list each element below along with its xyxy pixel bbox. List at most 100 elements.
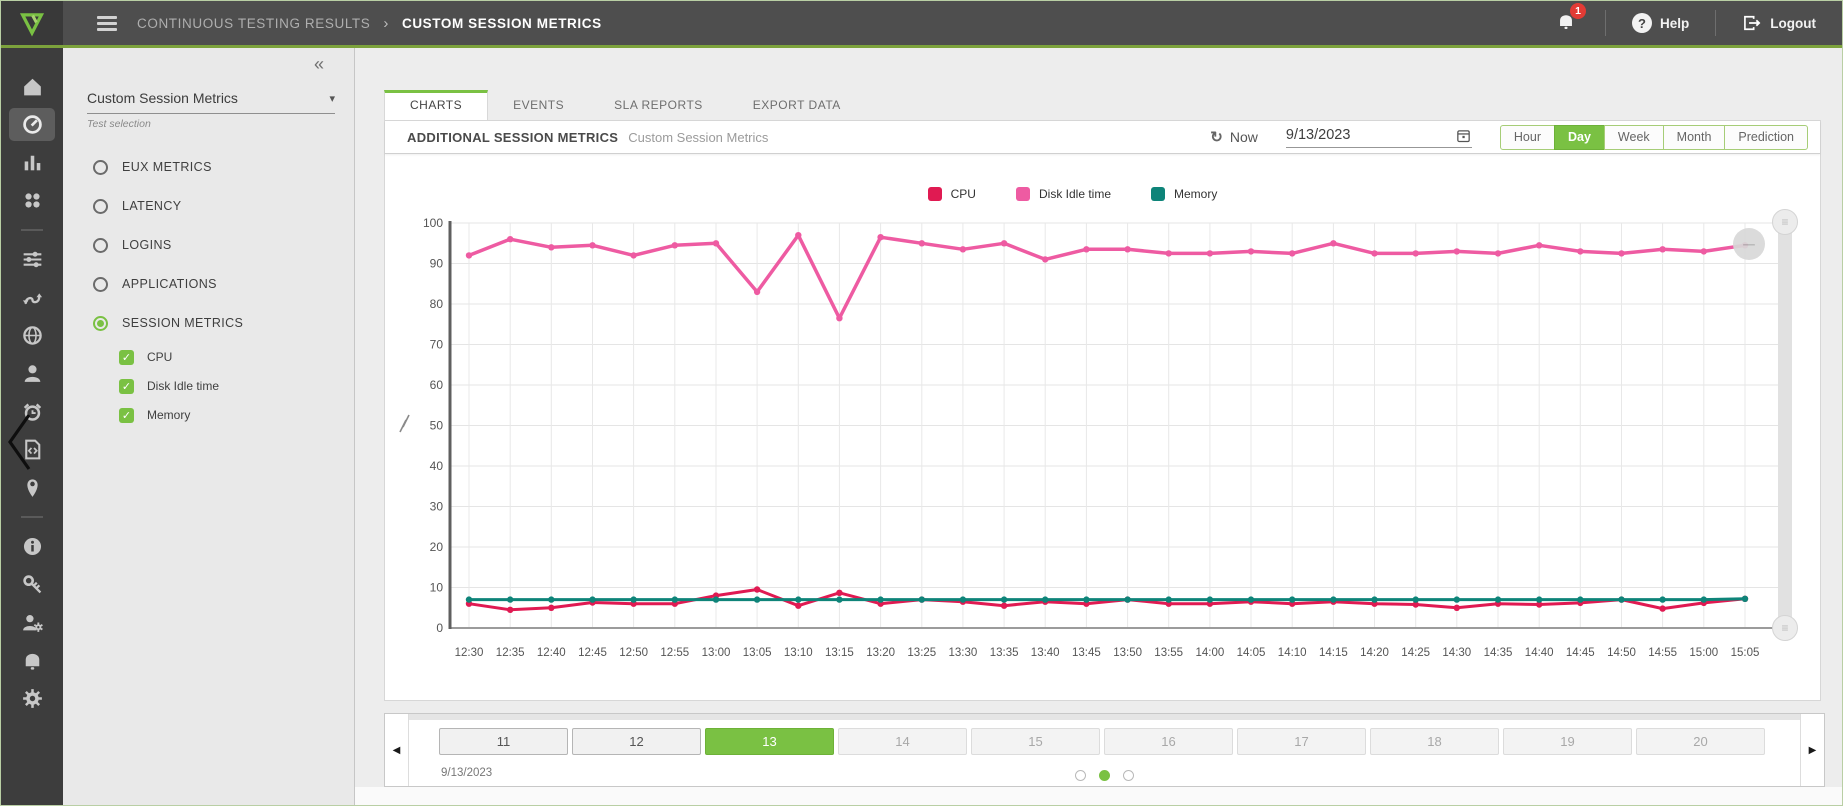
rail-item-locations-globe[interactable]: [9, 319, 55, 352]
rail-item-sites-pin[interactable]: [9, 471, 55, 504]
refresh-now-button[interactable]: ↻ Now: [1210, 128, 1258, 146]
rail-item-admin-user-settings[interactable]: [9, 606, 55, 639]
metric-label: Memory: [147, 408, 191, 422]
option-applications[interactable]: APPLICATIONS: [93, 273, 243, 295]
option-latency[interactable]: LATENCY: [93, 195, 243, 217]
day-button-17[interactable]: 17: [1237, 728, 1366, 755]
legend-item-memory[interactable]: Memory: [1151, 187, 1217, 201]
rail-item-launchers-alarm[interactable]: [9, 395, 55, 428]
metric-checkbox-cpu[interactable]: ✓ CPU: [119, 347, 243, 367]
legend-swatch: [1151, 187, 1166, 201]
pager-dot-1[interactable]: [1075, 770, 1086, 781]
pager-dot-3[interactable]: [1123, 770, 1134, 781]
tab-events[interactable]: EVENTS: [513, 98, 565, 112]
option-label: EUX METRICS: [122, 160, 212, 174]
day-button-12[interactable]: 12: [572, 728, 701, 755]
rail-item-scripts-code[interactable]: [9, 433, 55, 466]
test-dropdown[interactable]: Custom Session Metrics ▾: [87, 90, 335, 114]
date-input[interactable]: 9/13/2023: [1285, 127, 1472, 148]
day-button-14[interactable]: 14: [838, 728, 967, 755]
previous-days-button[interactable]: ◀: [385, 714, 409, 786]
svg-text:12:50: 12:50: [619, 647, 648, 659]
tab-sla-reports[interactable]: SLA REPORTS: [614, 98, 703, 112]
svg-text:13:45: 13:45: [1072, 647, 1101, 659]
option-session-metrics[interactable]: SESSION METRICS: [93, 312, 243, 334]
svg-text:0: 0: [436, 621, 443, 635]
settings-gear-icon: [22, 689, 42, 708]
rail-item-dashboard[interactable]: [9, 108, 55, 141]
app-logo[interactable]: [1, 1, 63, 45]
chart-zoom-out-button[interactable]: –: [1733, 228, 1765, 260]
svg-text:13:20: 13:20: [866, 647, 895, 659]
rail-item-alerts-bell[interactable]: [9, 644, 55, 677]
home-icon: [23, 78, 41, 96]
caret-down-icon: ▾: [329, 92, 335, 105]
svg-text:14:55: 14:55: [1648, 647, 1677, 659]
option-logins[interactable]: LOGINS: [93, 234, 243, 256]
rail-item-applications-grid[interactable]: [9, 184, 55, 217]
day-button-11[interactable]: 11: [439, 728, 568, 755]
rail-item-about-info[interactable]: [9, 530, 55, 563]
day-button-18[interactable]: 18: [1370, 728, 1499, 755]
logout-button[interactable]: Logout: [1742, 13, 1816, 33]
calendar-icon: [1457, 129, 1470, 142]
rail-item-accounts-user[interactable]: [9, 357, 55, 390]
menu-hamburger-icon[interactable]: [97, 16, 117, 34]
day-button-15[interactable]: 15: [971, 728, 1100, 755]
legend-swatch: [927, 187, 942, 201]
metric-label: Disk Idle time: [147, 379, 220, 393]
svg-text:14:40: 14:40: [1525, 647, 1554, 659]
rail-divider: [21, 516, 43, 518]
svg-text:14:15: 14:15: [1319, 647, 1348, 659]
range-slider-handle-top[interactable]: ≡: [1772, 209, 1798, 235]
day-button-16[interactable]: 16: [1104, 728, 1233, 755]
svg-text:40: 40: [430, 459, 444, 473]
notifications-button[interactable]: 1: [1555, 2, 1586, 37]
day-button-19[interactable]: 19: [1503, 728, 1632, 755]
svg-text:13:25: 13:25: [907, 647, 936, 659]
rail-item-settings-gear[interactable]: [9, 682, 55, 715]
rail-item-workflow[interactable]: [9, 281, 55, 314]
legend-label: CPU: [950, 187, 976, 201]
rail-item-test-results[interactable]: [9, 146, 55, 179]
svg-text:90: 90: [430, 257, 444, 271]
option-eux-metrics[interactable]: EUX METRICS: [93, 156, 243, 178]
rail-item-configuration-sliders[interactable]: [9, 243, 55, 276]
legend-item-cpu[interactable]: CPU: [927, 187, 976, 201]
next-days-button[interactable]: ▶: [1800, 714, 1824, 786]
rail-item-home[interactable]: [9, 70, 55, 103]
brand-logo-icon: [19, 13, 45, 37]
day-button-20[interactable]: 20: [1636, 728, 1765, 755]
radio-icon: [93, 237, 108, 253]
range-slider-handle-bottom[interactable]: ≡: [1772, 615, 1798, 641]
tab-charts[interactable]: CHARTS: [384, 90, 489, 120]
selected-date-label: 9/13/2023: [441, 767, 493, 779]
metric-checkbox-disk-idle-time[interactable]: ✓ Disk Idle time: [119, 376, 243, 396]
svg-text:13:15: 13:15: [825, 647, 854, 659]
pager-dot-2[interactable]: [1099, 770, 1110, 781]
metric-checkbox-memory[interactable]: ✓ Memory: [119, 405, 243, 425]
day-button-13[interactable]: 13: [705, 728, 834, 755]
range-button-week[interactable]: Week: [1603, 124, 1664, 150]
option-label: LOGINS: [122, 238, 172, 252]
rail-item-api-key[interactable]: [9, 568, 55, 601]
dashboard-icon: [22, 115, 42, 134]
panel-expand-handle[interactable]: [3, 411, 35, 478]
metric-category-options: EUX METRICS LATENCY LOGINS APPLICATIONS SESS…: [93, 156, 243, 434]
tab-export-data[interactable]: EXPORT DATA: [752, 98, 841, 112]
svg-text:10: 10: [430, 581, 444, 595]
range-button-day[interactable]: Day: [1553, 124, 1605, 150]
help-button[interactable]: ? Help: [1632, 13, 1689, 33]
legend-item-disk-idle-time[interactable]: Disk Idle time: [1015, 187, 1112, 201]
sidebar-collapse-button[interactable]: «: [313, 54, 324, 74]
range-button-hour[interactable]: Hour: [1499, 124, 1555, 150]
notification-badge: 1: [1570, 2, 1586, 19]
range-button-month[interactable]: Month: [1662, 124, 1726, 150]
radio-icon: [93, 198, 108, 214]
legend-label: Disk Idle time: [1038, 187, 1112, 201]
breadcrumb-section[interactable]: CONTINUOUS TESTING RESULTS: [137, 15, 371, 31]
range-button-prediction[interactable]: Prediction: [1724, 124, 1808, 150]
svg-text:14:35: 14:35: [1484, 647, 1513, 659]
metric-checkbox-list: ✓ CPU ✓ Disk Idle time ✓ Memory: [119, 347, 243, 425]
